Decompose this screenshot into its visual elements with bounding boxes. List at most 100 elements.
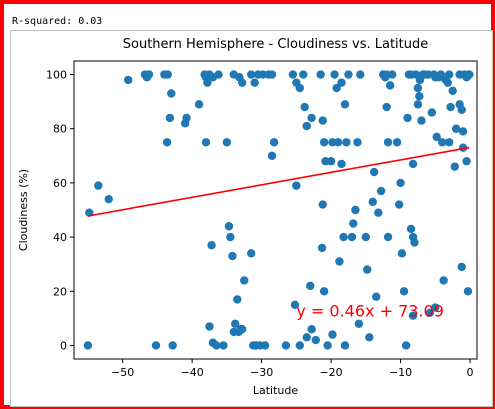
chart-marks — [83, 70, 474, 350]
scatter-point — [394, 200, 404, 209]
scatter-point — [288, 70, 298, 79]
scatter-point — [151, 341, 161, 350]
scatter-point — [439, 276, 448, 285]
x-tick-label: −50 — [111, 366, 134, 379]
scatter-point — [292, 181, 301, 190]
x-tick-label: −10 — [389, 366, 412, 379]
scatter-point — [342, 138, 351, 147]
x-tick-label: −20 — [319, 366, 342, 379]
scatter-point — [369, 167, 379, 177]
scatter-point — [383, 138, 393, 147]
y-axis-ticks: 0 20 40 60 80 100 — [46, 69, 74, 352]
scatter-point — [372, 292, 381, 301]
scatter-point — [182, 113, 191, 123]
scatter-point — [224, 222, 234, 231]
scatter-point — [413, 100, 423, 109]
scatter-point — [307, 113, 316, 123]
scatter-point — [194, 100, 204, 109]
scatter-point — [335, 257, 344, 266]
scatter-point — [351, 205, 360, 215]
scatter-point — [432, 132, 441, 142]
scatter-point — [399, 287, 409, 296]
scatter-point — [332, 83, 341, 93]
scatter-point — [267, 70, 277, 79]
scatter-point — [457, 262, 466, 272]
scatter-point — [299, 70, 308, 79]
scatter-point — [396, 178, 405, 188]
scatter-point — [349, 219, 358, 228]
y-tick-label: 60 — [53, 177, 67, 190]
scatter-point — [311, 335, 320, 345]
scatter-point — [417, 116, 426, 125]
scatter-point — [290, 300, 300, 310]
scatter-point — [302, 121, 311, 131]
scatter-point — [397, 249, 407, 258]
scatter-point — [450, 162, 459, 171]
scatter-point — [403, 113, 412, 123]
scatter-point — [445, 138, 454, 147]
scatter-point — [443, 78, 453, 87]
scatter-point — [318, 116, 327, 125]
scatter-point — [162, 138, 172, 147]
scatter-point — [306, 281, 315, 291]
rsquared-readout: R-squared: 0.03 — [12, 16, 103, 27]
scatter-point — [295, 341, 305, 350]
scatter-point — [237, 78, 247, 87]
scatter-point — [339, 232, 348, 242]
scatter-point — [237, 325, 247, 334]
scatter-point — [319, 138, 329, 147]
scatter-point — [212, 341, 221, 350]
scatter-point — [383, 232, 393, 242]
y-tick-label: 80 — [53, 123, 67, 136]
scatter-point — [353, 138, 362, 147]
scatter-point — [281, 341, 291, 350]
scatter-point — [392, 138, 402, 147]
scatter-point — [344, 70, 353, 79]
y-tick-label: 100 — [46, 69, 67, 82]
scatter-point — [385, 81, 395, 90]
scatter-point — [226, 232, 235, 242]
scatter-point — [228, 251, 237, 261]
scatter-point — [94, 181, 103, 190]
scatter-point — [463, 287, 473, 296]
scatter-point — [337, 159, 346, 169]
x-axis-label: Latitude — [253, 384, 299, 397]
scatter-point — [201, 138, 211, 147]
scatter-point — [462, 157, 471, 166]
scatter-point — [388, 70, 397, 79]
scatter-point — [347, 232, 357, 242]
scatter-point — [436, 70, 446, 79]
x-tick-label: −40 — [181, 366, 204, 379]
scatter-point — [337, 78, 346, 87]
scatter-point — [319, 287, 329, 296]
scatter-point — [144, 70, 154, 79]
scatter-point — [240, 276, 249, 285]
scatter-point — [451, 124, 461, 133]
scatter-point — [361, 232, 371, 242]
scatter-point — [214, 70, 223, 79]
y-axis-label: Cloudiness (%) — [17, 169, 30, 251]
y-tick-label: 20 — [53, 285, 67, 298]
scatter-point — [330, 70, 339, 79]
scatter-point — [368, 197, 377, 207]
scatter-point — [427, 108, 437, 117]
scatter-point — [323, 341, 332, 350]
scatter-point — [448, 86, 457, 95]
x-tick-label: −30 — [250, 366, 273, 379]
scatter-point — [260, 341, 270, 350]
scatter-point — [376, 186, 386, 196]
y-tick-label: 40 — [53, 231, 67, 244]
scatter-point — [401, 341, 411, 350]
scatter-point — [406, 224, 416, 234]
scatter-point — [300, 102, 309, 112]
scatter-point — [446, 102, 455, 112]
scatter-point — [219, 341, 228, 350]
scatter-point — [326, 157, 336, 166]
scatter-point — [307, 325, 316, 334]
scatter-point — [168, 341, 177, 350]
scatter-point — [415, 92, 424, 101]
chart-title: Southern Hemisphere - Cloudiness vs. Lat… — [123, 37, 429, 52]
plot-area-frame — [73, 60, 478, 360]
scatter-point — [438, 138, 447, 147]
